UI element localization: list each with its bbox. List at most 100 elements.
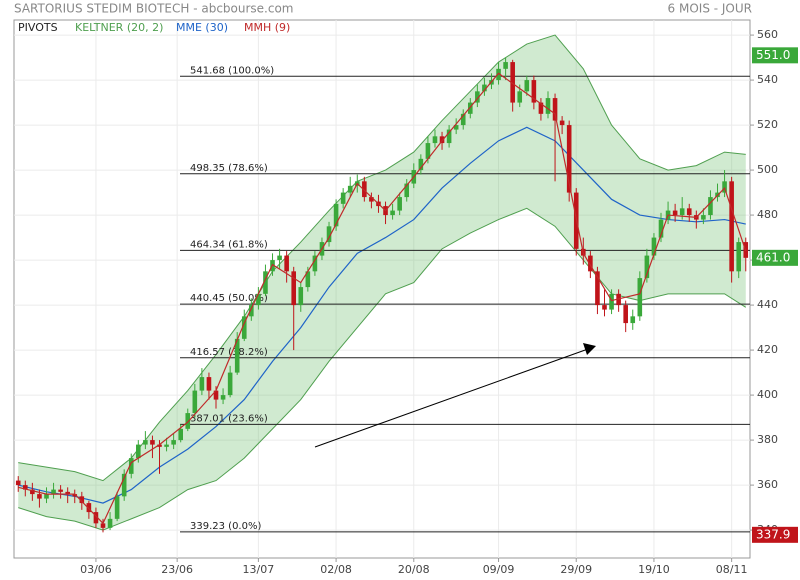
candle-body xyxy=(312,255,318,272)
x-tick-label: 23/06 xyxy=(161,563,193,576)
candle-body xyxy=(256,293,261,306)
mmh-line xyxy=(18,72,747,525)
candle-body xyxy=(482,84,487,92)
pivot-label: 387.01 (23.6%) xyxy=(190,413,268,424)
candle-body xyxy=(475,91,480,103)
legend-mme: MME (30) xyxy=(176,21,228,34)
y-tick-label: 360 xyxy=(757,478,778,491)
candle-body xyxy=(136,444,141,459)
candle-body xyxy=(263,271,268,294)
trend-arrow xyxy=(314,348,589,448)
y-tick-label: 480 xyxy=(757,208,778,221)
period: 6 MOIS - JOUR xyxy=(668,2,752,16)
plot-frame xyxy=(13,19,751,559)
candle-body xyxy=(460,113,466,126)
candle-body xyxy=(128,458,134,474)
x-tick-label: 09/09 xyxy=(483,563,515,576)
y-tick-label: 400 xyxy=(757,388,778,401)
x-tick-label: 13/07 xyxy=(243,563,275,576)
pivot-label: 440.45 (50.0%) xyxy=(190,293,268,304)
candle-body xyxy=(347,185,353,193)
candle-body xyxy=(446,129,452,144)
candle-body xyxy=(432,136,438,144)
x-tick-label: 19/10 xyxy=(638,563,670,576)
candle-body xyxy=(305,271,311,288)
candle-body xyxy=(277,255,282,261)
candle-body xyxy=(227,372,233,396)
candle-body xyxy=(291,271,297,306)
candle-body xyxy=(517,91,523,103)
candle-body xyxy=(220,395,226,400)
x-tick-label: 02/08 xyxy=(320,563,352,576)
candle-body xyxy=(79,496,85,504)
candle-body xyxy=(234,338,240,373)
x-tick-label: 29/09 xyxy=(560,563,592,576)
y-tick-label: 420 xyxy=(757,343,778,356)
candle-body xyxy=(199,377,205,391)
candle-body xyxy=(58,489,63,492)
candle-body xyxy=(150,440,155,445)
candle-body xyxy=(644,255,650,279)
pivot-label: 464.34 (61.8%) xyxy=(190,239,268,250)
candle-body xyxy=(390,210,395,216)
candle-body xyxy=(114,496,120,519)
candle-body xyxy=(531,80,537,103)
y-tick-label: 520 xyxy=(757,118,778,131)
candle-body xyxy=(510,62,515,103)
candle-body xyxy=(333,203,339,227)
y-tick-label: 380 xyxy=(757,433,778,446)
candle-body xyxy=(722,181,727,193)
arrow-head xyxy=(583,343,596,355)
price-tag-label: 551.0 xyxy=(756,48,790,62)
candle-body xyxy=(284,255,289,272)
candle-body xyxy=(467,102,473,114)
candle-body xyxy=(23,485,28,490)
price-tag xyxy=(752,47,798,64)
price-tag-label: 461.0 xyxy=(756,250,790,264)
candle-body xyxy=(595,271,600,306)
chart-title: SARTORIUS STEDIM BIOTECH - abcbourse.com xyxy=(14,2,294,16)
candle-body xyxy=(107,518,113,528)
candle-body xyxy=(206,377,212,391)
candle-body xyxy=(65,491,70,495)
candle-body xyxy=(524,80,530,92)
legend-pivots: PIVOTS xyxy=(18,21,58,34)
candle-body xyxy=(143,440,148,445)
candle-body xyxy=(164,444,169,447)
candle-body xyxy=(121,473,127,497)
y-tick-label: 500 xyxy=(757,163,778,176)
candle-body xyxy=(729,181,734,272)
candle-body xyxy=(708,197,713,216)
keltner-lower xyxy=(18,207,747,531)
candle-body xyxy=(15,480,21,486)
y-tick-label: 440 xyxy=(757,298,778,311)
pivot-label: 541.68 (100.0%) xyxy=(190,65,274,76)
candle-body xyxy=(686,208,692,216)
candle-body xyxy=(241,316,247,339)
candle-body xyxy=(362,181,367,198)
price-tag-label: 337.9 xyxy=(756,527,790,541)
candle-body xyxy=(651,237,657,256)
candle-body xyxy=(192,390,198,414)
mme-line xyxy=(18,126,746,504)
candle-body xyxy=(588,255,593,272)
candle-body xyxy=(157,444,162,447)
candle-body xyxy=(30,489,35,495)
candle-body xyxy=(679,208,685,216)
candle-body xyxy=(545,98,551,114)
candle-body xyxy=(72,494,78,497)
x-tick-label: 08/11 xyxy=(716,563,748,576)
candle-body xyxy=(178,428,183,441)
candle-body xyxy=(185,413,191,429)
candle-body xyxy=(249,305,254,317)
candle-body xyxy=(326,226,332,243)
candle-body xyxy=(559,120,565,126)
keltner-upper xyxy=(18,34,746,482)
candle-body xyxy=(637,278,643,317)
x-tick-label: 03/06 xyxy=(80,563,112,576)
candle-body xyxy=(658,219,664,238)
candle-body xyxy=(503,62,508,69)
price-tag xyxy=(752,526,798,543)
price-tag xyxy=(752,249,798,266)
